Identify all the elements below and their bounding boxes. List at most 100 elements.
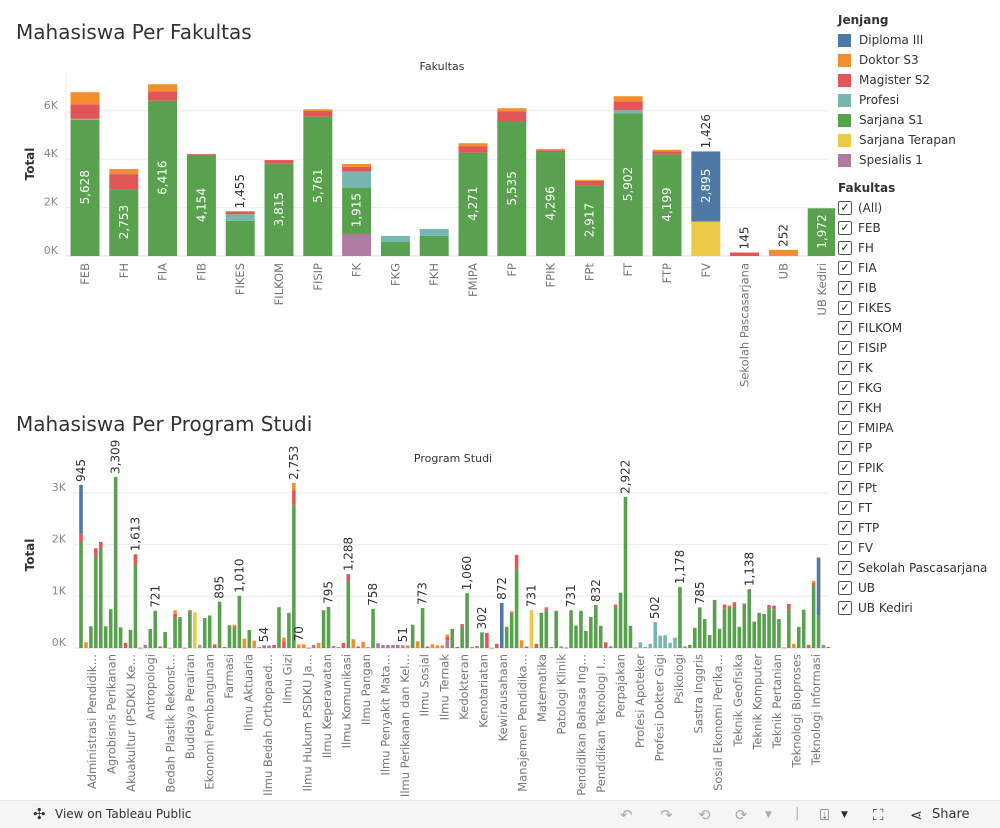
filter-item[interactable]: ✓ FISIP [838,338,987,358]
y-tick-label: 0K [52,636,67,649]
filter-item[interactable]: ✓ FILKOM [838,318,987,338]
legend-item[interactable]: Spesialis 1 [838,150,956,170]
checkbox[interactable]: ✓ [838,581,852,595]
filter-item[interactable]: ✓ FK [838,358,987,378]
data-label: 1,178 [673,550,687,584]
checkbox[interactable]: ✓ [838,421,852,435]
x-tick-label: Ilmu Perikanan dan Kel… [398,654,412,797]
bar-segment-sarjana-s1 [217,601,222,648]
x-tick-label: Perpajakan [613,654,627,718]
checkbox[interactable]: ✓ [838,261,852,275]
bar-segment-profesi [653,622,657,648]
legend-swatch [838,73,851,87]
checkbox[interactable]: ✓ [838,441,852,455]
checkbox[interactable]: ✓ [838,341,852,355]
bar-segment-doktor-s3 [173,610,177,614]
filter-item[interactable]: ✓ FMIPA [838,418,987,438]
bar-segment-profesi [663,635,667,648]
filter-item[interactable]: ✓ FKH [838,398,987,418]
checkbox[interactable]: ✓ [838,461,852,475]
bar-segment-doktor-s3 [351,639,356,648]
checkbox[interactable]: ✓ [838,481,852,495]
legend-swatch [838,153,851,167]
checkbox[interactable]: ✓ [838,321,852,335]
tableau-logo-icon: ✣ [33,805,46,823]
bar-segment-magister-s2 [772,605,776,610]
x-tick-label: Teknologi Bioproses [790,654,804,769]
fullscreen-icon[interactable]: ⛶ [873,806,884,824]
x-tick-label: Ilmu Ternak [437,654,451,721]
share-icon[interactable]: ⋖ [910,806,923,824]
bar-segment-magister-s2 [613,101,643,111]
bar-segment-sarjana-s1 [816,615,821,648]
filter-item[interactable]: ✓ FTP [838,518,987,538]
bar-segment-sarjana-s1 [133,564,138,648]
redo-icon[interactable]: ↷ [660,806,673,824]
legend-item[interactable]: Sarjana S1 [838,110,956,130]
legend-item[interactable]: Sarjana Terapan [838,130,956,150]
filter-item[interactable]: ✓ FPIK [838,458,987,478]
x-tick-label: Budidaya Perairan [183,654,197,759]
checkbox[interactable]: ✓ [838,221,852,235]
legend-item[interactable]: Doktor S3 [838,50,956,70]
bar-segment-doktor-s3 [405,645,410,648]
undo-icon[interactable]: ↶ [620,806,633,824]
bar-segment-magister-s2 [94,548,98,557]
data-label: 70 [292,626,306,641]
bar-segment-magister-s2 [490,647,494,649]
checkbox[interactable]: ✓ [838,361,852,375]
revert-icon[interactable]: ⟲ [698,806,711,824]
checkbox[interactable]: ✓ [838,301,852,315]
bar-segment-magister-s2 [173,613,177,618]
bar-segment-sarjana-s1 [772,609,776,648]
legend-item[interactable]: Profesi [838,90,956,110]
bar-segment-magister-s2 [346,574,351,582]
bar-segment-sarjana-s1 [707,635,712,648]
data-label: 4,271 [466,186,480,220]
share-button[interactable]: Share [932,807,970,822]
legend-item[interactable]: Magister S2 [838,70,956,90]
filter-item[interactable]: ✓ UB Kediri [838,598,987,618]
legend-item[interactable]: Diploma III [838,30,956,50]
checkbox[interactable]: ✓ [838,541,852,555]
bar-segment-spesialis-1 [400,645,405,648]
filter-item[interactable]: ✓ FEB [838,218,987,238]
checkbox[interactable]: ✓ [838,561,852,575]
x-tick-label-sekolah-pascasarjana: Sekolah Pascasarjana [738,263,752,387]
checkbox[interactable]: ✓ [838,281,852,295]
bar-segment-magister-s2 [509,612,514,614]
filter-item[interactable]: ✓ (All) [838,198,987,218]
refresh-icon[interactable]: ⟳ [735,806,748,824]
bar-segment-sarjana-s1 [613,113,643,256]
bar-segment-doktor-s3 [509,611,514,613]
checkbox[interactable]: ✓ [838,381,852,395]
filter-item[interactable]: ✓ UB [838,578,987,598]
checkbox[interactable]: ✓ [838,601,852,615]
bar-segment-magister-s2 [212,644,217,648]
filter-item[interactable]: ✓ FH [838,238,987,258]
filter-item[interactable]: ✓ FIB [838,278,987,298]
refresh-dropdown-icon[interactable]: ▼ [765,810,772,820]
data-label: 4,296 [544,186,558,220]
bar-segment-doktor-s3 [792,643,796,648]
data-label: 1,915 [350,193,364,227]
checkbox[interactable]: ✓ [838,501,852,515]
download-icon[interactable]: ⍗ [820,806,830,824]
download-dropdown-icon[interactable]: ▼ [841,810,848,820]
view-on-tableau-public-link[interactable]: View on Tableau Public [55,807,192,821]
filter-item[interactable]: ✓ FPt [838,478,987,498]
data-label: 145 [738,227,752,250]
checkbox[interactable]: ✓ [838,241,852,255]
checkbox[interactable]: ✓ [838,201,852,215]
filter-item[interactable]: ✓ FKG [838,378,987,398]
filter-item[interactable]: ✓ FT [838,498,987,518]
filter-item[interactable]: ✓ FIA [838,258,987,278]
filter-item[interactable]: ✓ FP [838,438,987,458]
bar-segment-sarjana-s1 [623,496,628,648]
filter-item[interactable]: ✓ FIKES [838,298,987,318]
filter-item[interactable]: ✓ FV [838,538,987,558]
filter-item[interactable]: ✓ Sekolah Pascasarjana [838,558,987,578]
checkbox[interactable]: ✓ [838,401,852,415]
bar-segment-spesialis-1 [262,645,266,648]
checkbox[interactable]: ✓ [838,521,852,535]
